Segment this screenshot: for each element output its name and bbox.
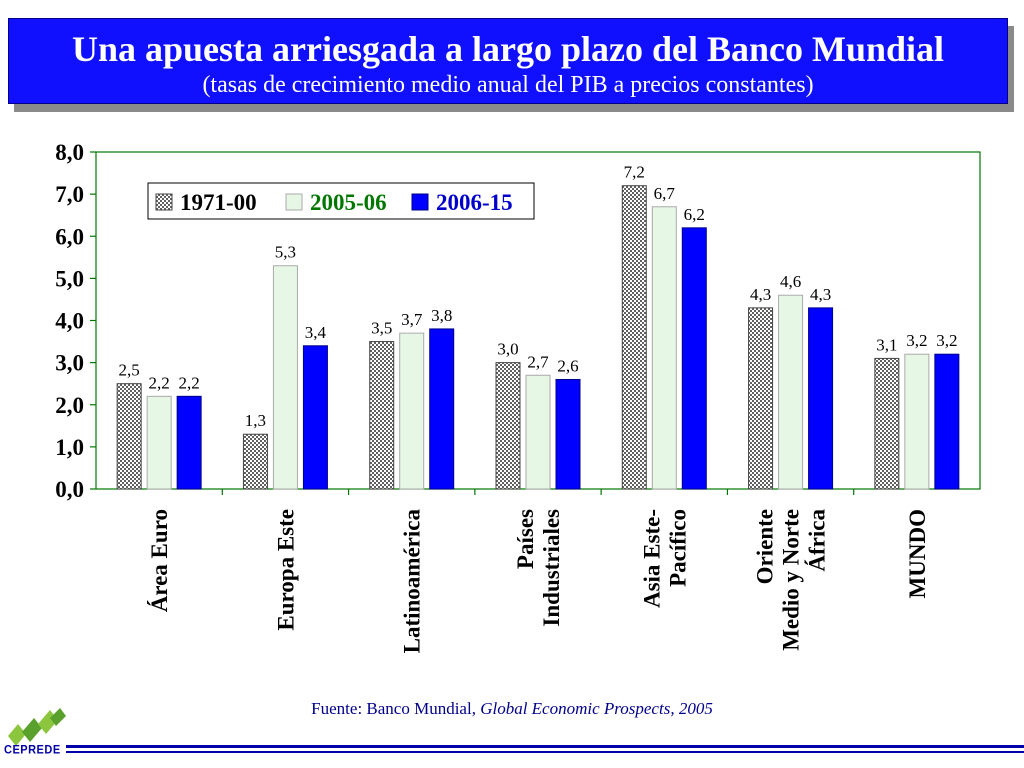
category-label: Pacífico: [665, 509, 690, 587]
legend-label: 2005-06: [310, 190, 387, 215]
bar-2005-06-0: [146, 395, 172, 490]
y-tick-label: 1,0: [55, 435, 84, 460]
category-label: Industriales: [539, 509, 564, 627]
category-label: África: [805, 509, 830, 572]
bar-2005-06-6: [904, 353, 930, 490]
bar-2005-06-4: [651, 206, 677, 490]
title-banner: Una apuesta arriesgada a largo plazo del…: [8, 18, 1008, 104]
y-tick-label: 5,0: [55, 266, 84, 291]
data-label: 4,3: [810, 285, 831, 304]
bar-1971-00-2: [369, 341, 395, 490]
data-label: 3,5: [371, 319, 392, 338]
data-label: 2,5: [119, 361, 140, 380]
logo-text: CEPREDE: [4, 743, 61, 757]
data-label: 3,4: [305, 323, 327, 342]
category-label: Europa Este: [273, 509, 298, 631]
category-label: Área Euro: [147, 509, 172, 612]
ceprede-logo-icon: [8, 708, 66, 746]
footer-rule: [66, 745, 1024, 748]
data-label: 7,2: [624, 163, 645, 182]
legend-swatch-1971-00: [155, 193, 173, 211]
data-label: 3,2: [906, 331, 927, 350]
data-label: 6,2: [684, 205, 705, 224]
bar-2006-15-6: [934, 353, 960, 490]
y-tick-label: 4,0: [55, 309, 84, 334]
legend-swatch-2006-15: [411, 193, 429, 211]
category-label: Oriente: [753, 509, 778, 584]
legend-swatch-2005-06: [285, 193, 303, 211]
bar-2006-15-0: [176, 395, 202, 490]
source-prefix: Fuente: Banco Mundial,: [311, 699, 481, 718]
y-tick-label: 2,0: [55, 393, 84, 418]
data-label: 6,7: [654, 184, 676, 203]
bar-2006-15-1: [302, 345, 328, 490]
y-tick-label: 6,0: [55, 224, 84, 249]
data-label: 1,3: [245, 411, 266, 430]
data-label: 2,2: [149, 373, 170, 392]
bar-2005-06-2: [399, 332, 425, 490]
bar-1971-00-0: [116, 383, 142, 490]
source-note: Fuente: Banco Mundial, Global Economic P…: [0, 699, 1024, 719]
data-label: 5,3: [275, 243, 296, 262]
data-label: 4,3: [750, 285, 771, 304]
bar-2005-06-1: [272, 265, 298, 490]
category-label: Asia Este-: [639, 509, 664, 608]
data-label: 4,6: [780, 272, 801, 291]
legend-box: [147, 182, 535, 220]
source-italic: Global Economic Prospects, 2005: [480, 699, 713, 718]
bar-1971-00-5: [748, 307, 774, 490]
y-tick-label: 8,0: [55, 140, 84, 165]
data-label: 3,8: [431, 306, 452, 325]
legend-label: 2006-15: [436, 190, 513, 215]
bar-1971-00-6: [874, 357, 900, 490]
bar-2006-15-2: [429, 328, 455, 490]
bar-1971-00-1: [242, 433, 268, 490]
bar-2006-15-4: [681, 227, 707, 490]
data-label: 3,2: [936, 331, 957, 350]
chart-subtitle: (tasas de crecimiento medio anual del PI…: [202, 72, 814, 98]
category-label: Países: [513, 509, 538, 569]
legend-label: 1971-00: [180, 190, 257, 215]
bar-2005-06-3: [525, 374, 551, 490]
category-label: Latinoamérica: [400, 509, 425, 654]
bar-2006-15-5: [808, 307, 834, 490]
data-label: 3,1: [876, 335, 897, 354]
bar-1971-00-4: [621, 185, 647, 490]
data-label: 2,2: [179, 373, 200, 392]
data-label: 2,6: [557, 356, 578, 375]
chart-title: Una apuesta arriesgada a largo plazo del…: [71, 29, 945, 69]
bar-2006-15-3: [555, 378, 581, 490]
y-tick-label: 7,0: [55, 182, 84, 207]
footer-rule-thin: [66, 751, 1024, 753]
bar-chart: 0,0 1,0 2,0 3,0 4,0 5,0 6,0 7,0 8,0 2,5 2,2 2,2 Área…: [55, 140, 981, 654]
y-tick-label: 3,0: [55, 351, 84, 376]
category-label: Medio y Norte: [779, 509, 804, 651]
category-label: MUNDO: [905, 509, 930, 598]
data-label: 2,7: [527, 352, 549, 371]
bar-2005-06-5: [778, 294, 804, 490]
data-label: 3,7: [401, 310, 423, 329]
data-label: 3,0: [497, 340, 518, 359]
bar-1971-00-3: [495, 362, 521, 490]
y-tick-label: 0,0: [55, 477, 84, 502]
